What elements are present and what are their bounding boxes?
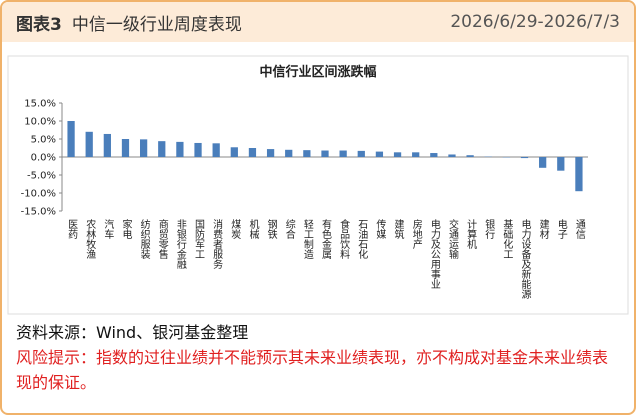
x-tick-label: 综合 <box>283 218 295 240</box>
bar <box>248 148 257 157</box>
x-tick-label: 交通运输 <box>446 218 458 260</box>
chart: 中信行业区间涨跌幅 15.0% 10.0% 5.0% 0.0% -5.0% -10.0% -… <box>7 55 629 315</box>
risk-note: 风险提示：指数的过往业绩并不能预示其未来业绩表现，亦不构成对基金未来业绩表现的保… <box>16 348 609 392</box>
bar <box>230 147 238 157</box>
bar <box>575 157 583 192</box>
bar <box>321 150 329 157</box>
x-tick-label: 电力设备及新能源 <box>519 218 531 300</box>
x-tick-label: 有色金属 <box>320 218 332 260</box>
x-tick-label: 纺织服装 <box>138 218 150 260</box>
x-tick-label: 消费者服务 <box>211 218 223 270</box>
y-tick-label: 15.0% <box>24 99 56 110</box>
bar <box>266 149 275 157</box>
x-tick-label: 家电 <box>120 218 132 239</box>
header: 图表3 中信一级行业周度表现 2026/6/29-2026/7/3 <box>2 2 634 42</box>
x-tick-label: 传媒 <box>374 219 386 240</box>
chart-title: 中信行业区间涨跌幅 <box>259 64 376 80</box>
bar <box>158 141 166 157</box>
bar <box>139 139 148 157</box>
y-tick-label: 10.0% <box>24 117 56 128</box>
y-tick-label: 0.0% <box>31 153 56 164</box>
x-tick-label: 建筑 <box>392 218 404 239</box>
bar <box>520 157 529 159</box>
y-tick-label: 5.0% <box>31 135 56 146</box>
x-tick-label: 通信 <box>573 219 585 240</box>
bar <box>466 155 474 157</box>
bar <box>375 151 384 157</box>
x-tick-label: 钢铁 <box>265 218 277 240</box>
x-tick-label: 煤炭 <box>229 218 241 240</box>
bar <box>176 141 184 157</box>
x-tick-label: 商贸零售 <box>156 218 168 260</box>
x-tick-label: 银行 <box>483 218 495 240</box>
bar <box>121 139 130 157</box>
x-tick-label: 轻工制造 <box>301 218 313 259</box>
x-tick-label: 农林牧渔 <box>84 218 96 260</box>
x-tick-label: 石油石化 <box>356 219 368 259</box>
header-title: 图表3 中信一级行业周度表现 <box>16 10 242 35</box>
x-tick-label: 基础化工 <box>501 218 513 259</box>
x-tick-label: 食品饮料 <box>338 218 350 260</box>
figure-number: 图表3 <box>16 14 62 35</box>
bar <box>357 150 365 157</box>
x-tick-label: 国防军工 <box>193 219 205 259</box>
bar <box>67 121 75 157</box>
bar <box>339 150 347 157</box>
bar <box>448 154 456 157</box>
bar <box>285 149 293 157</box>
bar <box>303 150 311 157</box>
bar <box>557 157 565 171</box>
date-range: 2026/6/29-2026/7/3 <box>450 12 620 32</box>
x-tick-label: 电力及公用事业 <box>428 218 440 289</box>
x-tick-label: 建材 <box>537 218 549 239</box>
y-tick-label: -5.0% <box>27 171 56 182</box>
bar <box>412 152 420 157</box>
bar <box>212 143 220 157</box>
source-note: 资料来源：Wind、银河基金整理 <box>16 323 249 342</box>
x-tick-label: 汽车 <box>102 218 114 240</box>
bar <box>539 157 547 168</box>
x-tick-label: 计算机 <box>465 218 477 250</box>
y-tick-label: -10.0% <box>21 189 56 200</box>
bar <box>85 131 93 157</box>
y-tick-label: -15.0% <box>21 207 56 218</box>
x-tick-label: 电子 <box>555 218 567 239</box>
bar <box>430 153 438 157</box>
bar <box>103 133 111 157</box>
bar <box>194 142 202 157</box>
x-tick-label: 房地产 <box>410 218 422 250</box>
x-tick-label: 机械 <box>247 218 259 240</box>
figure-title: 中信一级行业周度表现 <box>71 14 242 35</box>
chart-frame <box>7 55 629 315</box>
x-tick-label: 非银行金融 <box>174 219 186 270</box>
x-tick-label: 医药 <box>66 219 78 240</box>
bar <box>393 152 402 157</box>
